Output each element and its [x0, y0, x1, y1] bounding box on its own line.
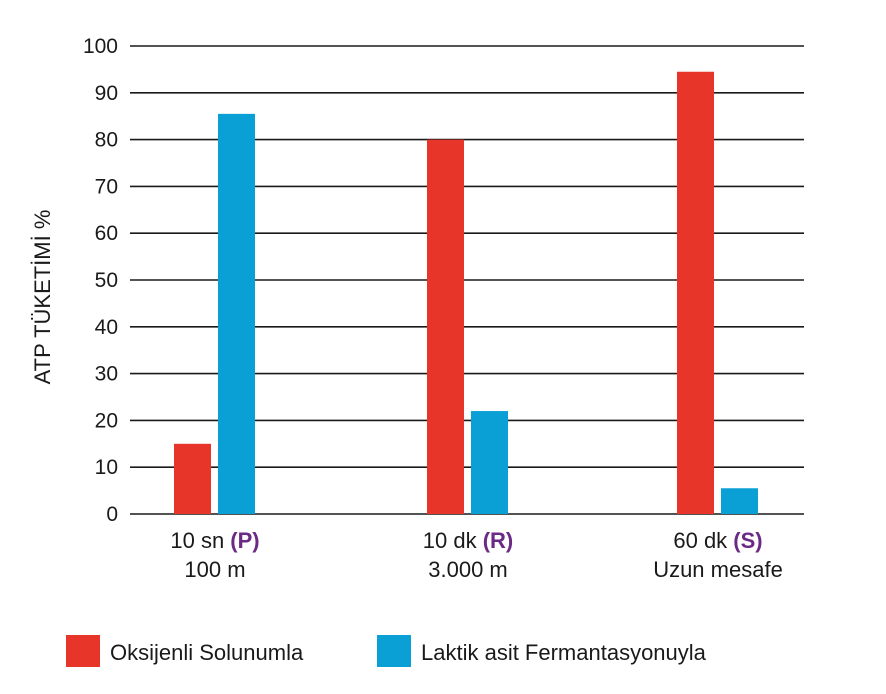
legend-swatch [377, 635, 411, 667]
bar-laktik-1 [471, 411, 508, 514]
x-axis-categories: 10 sn (P) 100 m 10 dk (R) 3.000 m 60 dk (S) U… [170, 528, 782, 582]
x-category-sublabel: 3.000 m [428, 557, 508, 582]
x-category-sublabel: 100 m [184, 557, 245, 582]
y-tick-label: 20 [95, 409, 118, 432]
y-axis-label: ATP TÜKETİMİ % [30, 210, 55, 385]
category-code: (R) [483, 528, 514, 553]
x-category-sublabel: Uzun mesafe [653, 557, 783, 582]
y-tick-label: 10 [95, 456, 118, 479]
y-axis-ticks: 0 10 20 30 40 50 60 70 80 90 100 [83, 35, 118, 526]
legend-swatch [66, 635, 100, 667]
category-code: (S) [733, 528, 762, 553]
bar-oksijenli-0 [174, 443, 211, 514]
legend-label: Laktik asit Fermantasyonuyla [421, 640, 707, 665]
legend: Oksijenli Solunumla Laktik asit Fermantas… [66, 635, 707, 667]
category-time: 10 dk [423, 528, 483, 553]
category-code: (P) [230, 528, 259, 553]
y-tick-label: 70 [95, 175, 118, 198]
bar-laktik-2 [721, 488, 758, 514]
x-category-label: 10 dk (R) [423, 528, 513, 553]
x-category-label: 10 sn (P) [170, 528, 259, 553]
legend-label: Oksijenli Solunumla [110, 640, 304, 665]
bar-oksijenli-1 [427, 139, 464, 514]
bar-laktik-0 [218, 113, 255, 515]
x-category-label: 60 dk (S) [673, 528, 762, 553]
y-tick-label: 80 [95, 129, 118, 152]
y-tick-label: 0 [106, 503, 118, 526]
y-tick-label: 90 [95, 82, 118, 105]
y-tick-label: 40 [95, 316, 118, 339]
y-tick-label: 30 [95, 363, 118, 386]
y-tick-label: 100 [83, 35, 118, 58]
category-time: 60 dk [673, 528, 733, 553]
bar-oksijenli-2 [677, 71, 714, 515]
bars [174, 71, 758, 515]
y-tick-label: 60 [95, 222, 118, 245]
category-time: 10 sn [170, 528, 230, 553]
y-tick-label: 50 [95, 269, 118, 292]
